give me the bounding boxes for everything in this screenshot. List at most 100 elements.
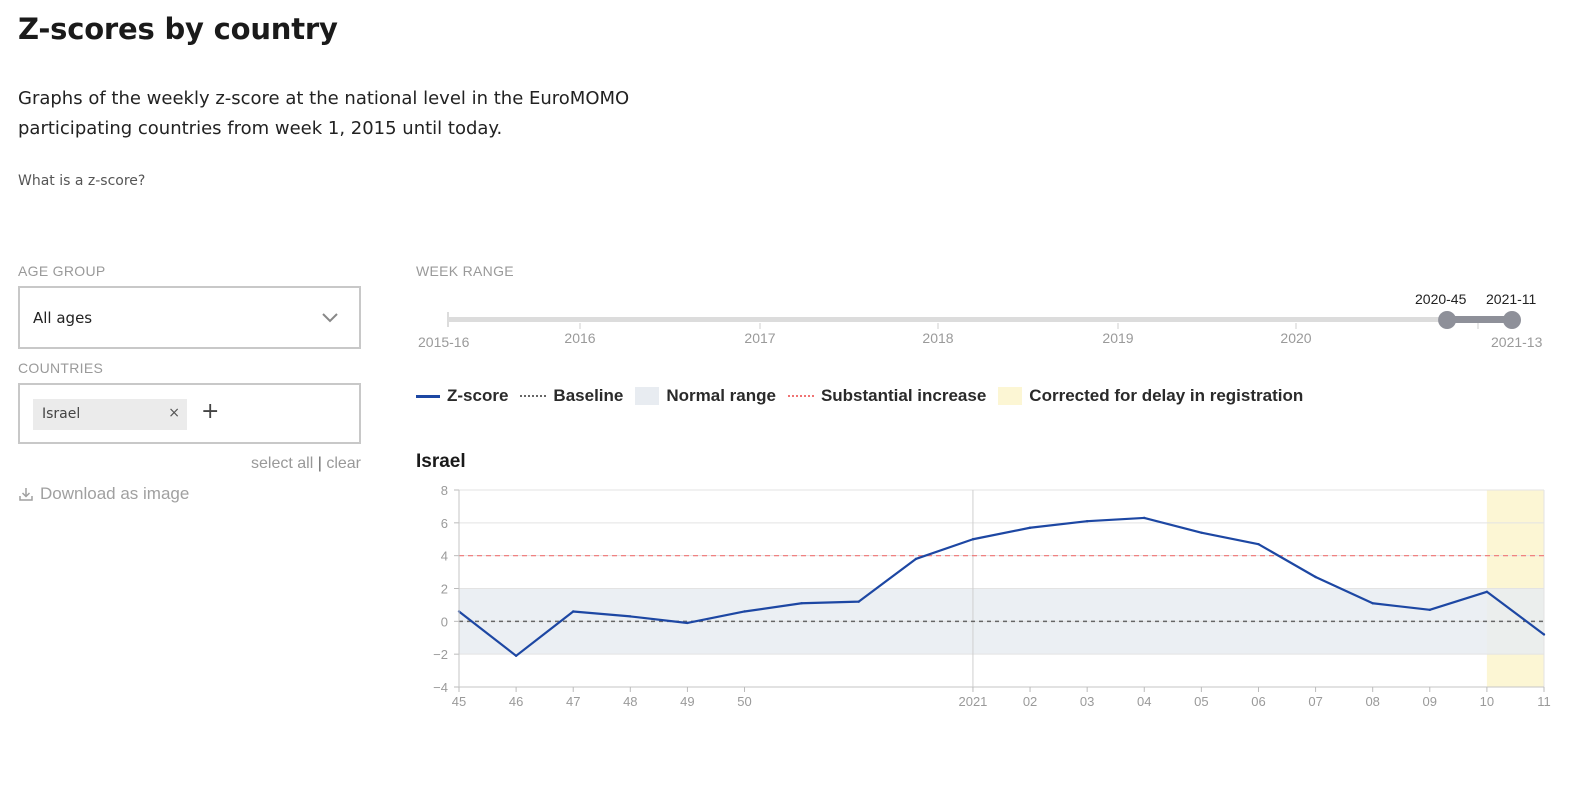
range-year-label: 2019 [1102,330,1133,346]
selection-links: select all | clear [251,455,361,473]
zscore-point [1257,542,1260,546]
zscore-point [800,602,803,605]
zscore-point [1485,590,1489,593]
legend-normal-swatch [635,387,660,405]
x-tick-label: 05 [1194,694,1208,709]
zscore-point [1200,531,1203,534]
legend-normal-label: Normal range [666,386,776,405]
reference-lines-layer [459,555,1544,623]
range-end-value: 2021-11 [1486,291,1537,307]
legend-item-corrected[interactable]: Corrected for delay in registration [998,386,1303,406]
range-year-label: 2016 [564,330,595,346]
zscore-point [857,600,860,603]
zscore-point [743,610,746,613]
download-label: Download as image [40,484,190,503]
legend-baseline-swatch [520,395,547,397]
x-tick-label: 03 [1080,694,1094,709]
y-tick-label: 4 [441,549,448,564]
select-all-link[interactable]: select all [251,455,314,472]
zscore-point [1143,516,1146,520]
x-tick-label: 04 [1137,694,1151,709]
remove-chip-icon[interactable]: × [168,405,180,421]
range-max-label: 2021-13 [1491,334,1543,350]
y-tick-label: −4 [433,680,448,695]
legend-item-zscore[interactable]: Z-score [416,386,508,406]
x-tick-label: 49 [680,694,694,709]
x-tick-label: 06 [1251,694,1265,709]
grid-layer [459,489,1545,688]
x-tick-label: 45 [452,694,466,709]
legend-zscore-swatch [416,394,440,398]
legend-baseline-label: Baseline [553,386,624,405]
x-tick-label: 11 [1537,694,1551,709]
range-track [448,317,1512,322]
zscore-point [1542,633,1546,636]
page-title: Z-scores by country [18,12,338,46]
zscore-point [572,610,575,613]
week-range-label: WEEK RANGE [416,263,514,279]
range-start-value: 2020-45 [1415,291,1467,307]
x-tick-label: 02 [1023,694,1037,709]
legend-increase-swatch [787,395,814,397]
chart-legend: Z-score Baseline Normal range Substantia… [416,386,1315,406]
range-year-label: 2020 [1280,330,1311,346]
age-group-label: AGE GROUP [18,263,106,279]
legend-increase-label: Substantial increase [820,386,987,405]
zscore-point [686,621,689,625]
legend-corrected-swatch [998,387,1023,405]
y-tick-label: −2 [433,647,448,662]
clear-link[interactable]: clear [326,455,361,472]
chart-title: Israel [416,451,466,472]
x-tick-label: 09 [1423,694,1437,709]
age-group-value: All ages [33,309,93,327]
range-year-ticks: 2016 2017 2018 2019 2020 [564,323,1479,346]
country-chip: Israel × [33,399,187,430]
range-end-handle[interactable] [1503,311,1521,329]
countries-multiselect[interactable]: Israel × + [18,383,361,444]
x-tick-label: 50 [737,694,751,709]
zscore-point [1371,602,1374,605]
age-group-select[interactable]: All ages [18,286,361,349]
range-year-label: 2017 [744,330,775,346]
legend-corrected-label: Corrected for delay in registration [1029,386,1304,405]
legend-item-increase[interactable]: Substantial increase [787,386,987,406]
page-description: Graphs of the weekly z-score at the nati… [18,88,630,139]
series-layer [457,516,1546,658]
x-tick-label: 46 [509,694,523,709]
x-tick-label: 07 [1308,694,1322,709]
y-tick-label: 0 [441,614,448,629]
y-tick-label: 6 [441,516,448,531]
add-country-icon[interactable]: + [201,399,220,424]
zscore-point [1314,575,1317,579]
what-is-zscore-link[interactable]: What is a z-score? [18,173,146,189]
legend-zscore-label: Z-score [447,386,509,405]
legend-item-baseline[interactable]: Baseline [520,386,623,406]
zscore-point [914,557,918,561]
link-separator: | [317,455,322,472]
x-tick-label: 10 [1480,694,1494,709]
range-year-label: 2018 [922,330,953,346]
range-start-handle[interactable] [1438,311,1457,329]
x-tick-label: 48 [623,694,637,709]
legend-item-normal[interactable]: Normal range [635,386,776,406]
range-min-label: 2015-16 [418,334,470,350]
chevron-down-icon [322,313,338,323]
countries-label: COUNTRIES [18,360,104,376]
zscore-point [971,538,975,541]
country-chip-label: Israel [42,406,81,422]
zscore-point [514,654,518,658]
week-range-slider[interactable]: 2016 2017 2018 2019 2020 2015-16 2021-13 202… [410,285,1560,355]
zscore-point [1428,608,1431,612]
x-tick-label: 2021 [958,694,987,709]
zscore-point [629,615,632,618]
y-tick-label: 8 [441,483,448,498]
download-image-button[interactable]: Download as image [18,484,189,504]
y-tick-label: 2 [441,582,448,597]
x-tick-label: 08 [1365,694,1379,709]
range-active-segment [1447,316,1512,323]
download-icon [19,488,33,501]
x-tick-label: 47 [566,694,580,709]
zscore-point [1028,526,1032,529]
